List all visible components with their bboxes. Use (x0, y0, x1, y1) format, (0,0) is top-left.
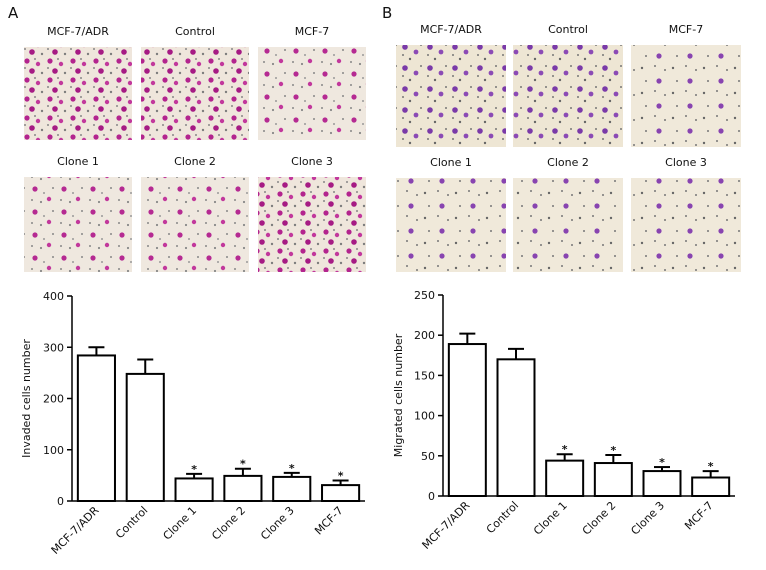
significance-mark: * (191, 463, 197, 476)
image-label: Control (175, 25, 215, 38)
x-tick-label: Clone 2 (209, 504, 248, 543)
image-label: Clone 3 (665, 156, 707, 169)
y-tick-label: 100 (414, 410, 435, 423)
significance-mark: * (562, 443, 568, 456)
micrograph (396, 45, 506, 147)
micrograph (631, 178, 741, 272)
micrograph (141, 47, 249, 140)
y-axis-title: Invaded cells number (20, 339, 33, 458)
y-tick-label: 250 (414, 289, 435, 302)
image-label: Clone 1 (57, 155, 99, 168)
bar (76, 354, 116, 503)
x-tick-label: MCF-7/ADR (420, 499, 473, 552)
x-tick-label: MCF-7 (682, 499, 716, 533)
x-tick-label: Clone 2 (580, 499, 619, 538)
bar (545, 459, 585, 497)
panel-label: A (8, 4, 19, 22)
bar (223, 474, 263, 503)
x-tick-label: Clone 3 (258, 504, 297, 543)
x-tick-label: Clone 1 (531, 499, 570, 538)
x-tick-label: Control (484, 499, 521, 536)
image-label: Clone 2 (547, 156, 589, 169)
significance-mark: * (610, 444, 616, 457)
bar (496, 358, 536, 497)
bar (642, 470, 682, 497)
micrograph (513, 178, 623, 272)
micrograph (258, 47, 366, 140)
x-tick-label: MCF-7 (312, 504, 346, 538)
bar (691, 476, 731, 497)
significance-mark: * (240, 458, 246, 471)
micrograph (24, 177, 132, 272)
micrograph (631, 45, 741, 147)
x-tick-label: MCF-7/ADR (49, 504, 102, 557)
y-tick-label: 300 (43, 341, 64, 354)
y-tick-label: 400 (43, 290, 64, 303)
image-label: Clone 1 (430, 156, 472, 169)
y-tick-label: 0 (428, 490, 435, 503)
y-tick-label: 200 (414, 329, 435, 342)
image-label: MCF-7 (669, 23, 703, 36)
y-tick-label: 50 (421, 450, 435, 463)
bar (174, 477, 214, 503)
micrograph (396, 178, 506, 272)
micrograph (24, 47, 132, 140)
significance-mark: * (708, 460, 714, 473)
image-label: MCF-7 (295, 25, 329, 38)
image-label: MCF-7/ADR (420, 23, 482, 36)
significance-mark: * (289, 462, 295, 475)
significance-mark: * (659, 456, 665, 469)
x-tick-label: Clone 1 (161, 504, 200, 543)
y-tick-label: 150 (414, 369, 435, 382)
bar (272, 475, 312, 503)
y-tick-label: 200 (43, 393, 64, 406)
bar (593, 462, 633, 498)
bar (125, 372, 165, 502)
bar (447, 343, 487, 497)
bar (321, 484, 361, 502)
micrograph (141, 177, 249, 272)
micrograph (258, 177, 366, 272)
panel-label: B (382, 4, 392, 22)
y-tick-label: 100 (43, 444, 64, 457)
micrograph (513, 45, 623, 147)
image-label: Clone 2 (174, 155, 216, 168)
image-label: Clone 3 (291, 155, 333, 168)
x-tick-label: Control (113, 504, 150, 541)
image-label: Control (548, 23, 588, 36)
y-tick-label: 0 (57, 495, 64, 508)
x-tick-label: Clone 3 (628, 499, 667, 538)
y-axis-title: Migrated cells number (392, 333, 405, 457)
image-label: MCF-7/ADR (47, 25, 109, 38)
significance-mark: * (338, 470, 344, 483)
